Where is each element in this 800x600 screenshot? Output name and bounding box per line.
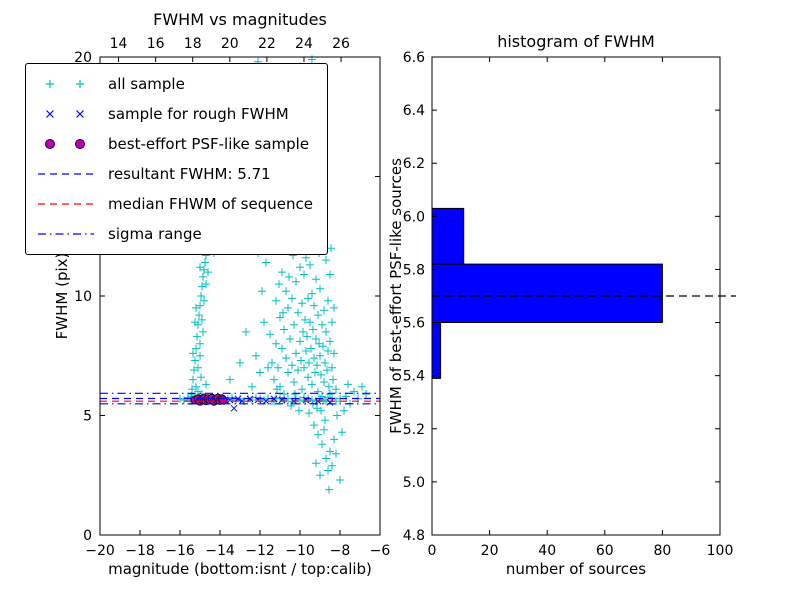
right-plot-title: histogram of FWHM — [497, 32, 655, 51]
x-tick-label: −18 — [125, 543, 155, 559]
top-x-tick-label: 24 — [295, 36, 313, 52]
left-scatter-plot: −20 −18 −16 −14 −12 −10 −8 −6 14 16 18 20 22 24 26 0 5 10… — [74, 36, 390, 559]
legend-item-label: sample for rough FWHM — [108, 105, 289, 123]
right-xaxis-label: number of sources — [505, 560, 647, 578]
right-histogram-plot: 0 20 40 60 80 100 4.8 5.0 5.2 5.4 5.6 5.8 6.0 6.2 6.4 6… — [403, 50, 736, 559]
legend-item: all sample — [34, 72, 313, 96]
legend-item: sigma range — [34, 222, 313, 246]
y-tick-label: 5.2 — [403, 422, 425, 438]
y-tick-label: 0 — [83, 528, 92, 544]
top-x-tick-label: 26 — [332, 36, 350, 52]
legend-item-label: sigma range — [108, 225, 202, 243]
x-tick-label: 60 — [596, 543, 614, 559]
y-tick-label: 4.8 — [403, 528, 425, 544]
top-x-tick-label: 16 — [147, 36, 165, 52]
legend-item-label: resultant FWHM: 5.71 — [108, 165, 271, 183]
y-tick-label: 6.2 — [403, 156, 425, 172]
legend: all sample sample for rough FWHM best-effo… — [25, 63, 328, 255]
y-tick-label: 6.0 — [403, 209, 425, 225]
top-x-tick-label: 20 — [221, 36, 239, 52]
x-tick-label: −6 — [370, 543, 391, 559]
left-xaxis-label: magnitude (bottom:isnt / top:calib) — [108, 560, 372, 578]
x-tick-label: −8 — [330, 543, 351, 559]
legend-item-label: all sample — [108, 75, 185, 93]
x-tick-label: 20 — [481, 543, 499, 559]
legend-item: median FHWM of sequence — [34, 192, 313, 216]
plus-pair-icon — [46, 80, 84, 88]
legend-item: best-effort PSF-like sample — [34, 132, 313, 156]
legend-item-label: best-effort PSF-like sample — [108, 135, 310, 153]
y-tick-label: 20 — [74, 50, 92, 66]
legend-item-label: median FHWM of sequence — [108, 195, 313, 213]
top-x-tick-label: 18 — [184, 36, 202, 52]
x-tick-label: −14 — [205, 543, 235, 559]
dashed-line-icon — [38, 173, 94, 175]
y-tick-label: 5.4 — [403, 369, 425, 385]
dashed-line-icon — [38, 203, 94, 205]
x-tick-label: 40 — [538, 543, 556, 559]
histogram-bar — [431, 263, 663, 324]
y-tick-label: 6.4 — [403, 103, 425, 119]
left-yaxis-label: FWHM (pix) — [53, 252, 71, 340]
top-x-tick-label: 14 — [110, 36, 128, 52]
y-tick-label: 10 — [74, 289, 92, 305]
left-plot-title: FWHM vs magnitudes — [153, 10, 327, 29]
x-tick-label: −16 — [165, 543, 195, 559]
x-tick-label: −10 — [285, 543, 315, 559]
y-tick-label: 5.0 — [403, 475, 425, 491]
legend-item: resultant FWHM: 5.71 — [34, 162, 313, 186]
x-tick-label: −12 — [245, 543, 275, 559]
right-yaxis-label: FWHM of best-effort PSF-like sources — [387, 158, 405, 434]
right-plot-frame — [431, 56, 721, 536]
circle-pair-icon — [45, 139, 85, 149]
y-tick-label: 5.8 — [403, 262, 425, 278]
x-pair-icon — [46, 110, 84, 118]
y-tick-label: 6.6 — [403, 50, 425, 66]
dashdot-line-icon — [38, 233, 94, 235]
legend-item: sample for rough FWHM — [34, 102, 313, 126]
x-tick-label: 80 — [653, 543, 671, 559]
x-tick-label: 100 — [707, 543, 734, 559]
x-tick-label: 0 — [428, 543, 437, 559]
histogram-bar — [431, 322, 442, 379]
x-tick-label: −20 — [85, 543, 115, 559]
y-tick-label: 5 — [83, 409, 92, 425]
y-tick-label: 5.6 — [403, 316, 425, 332]
top-x-tick-label: 22 — [258, 36, 276, 52]
